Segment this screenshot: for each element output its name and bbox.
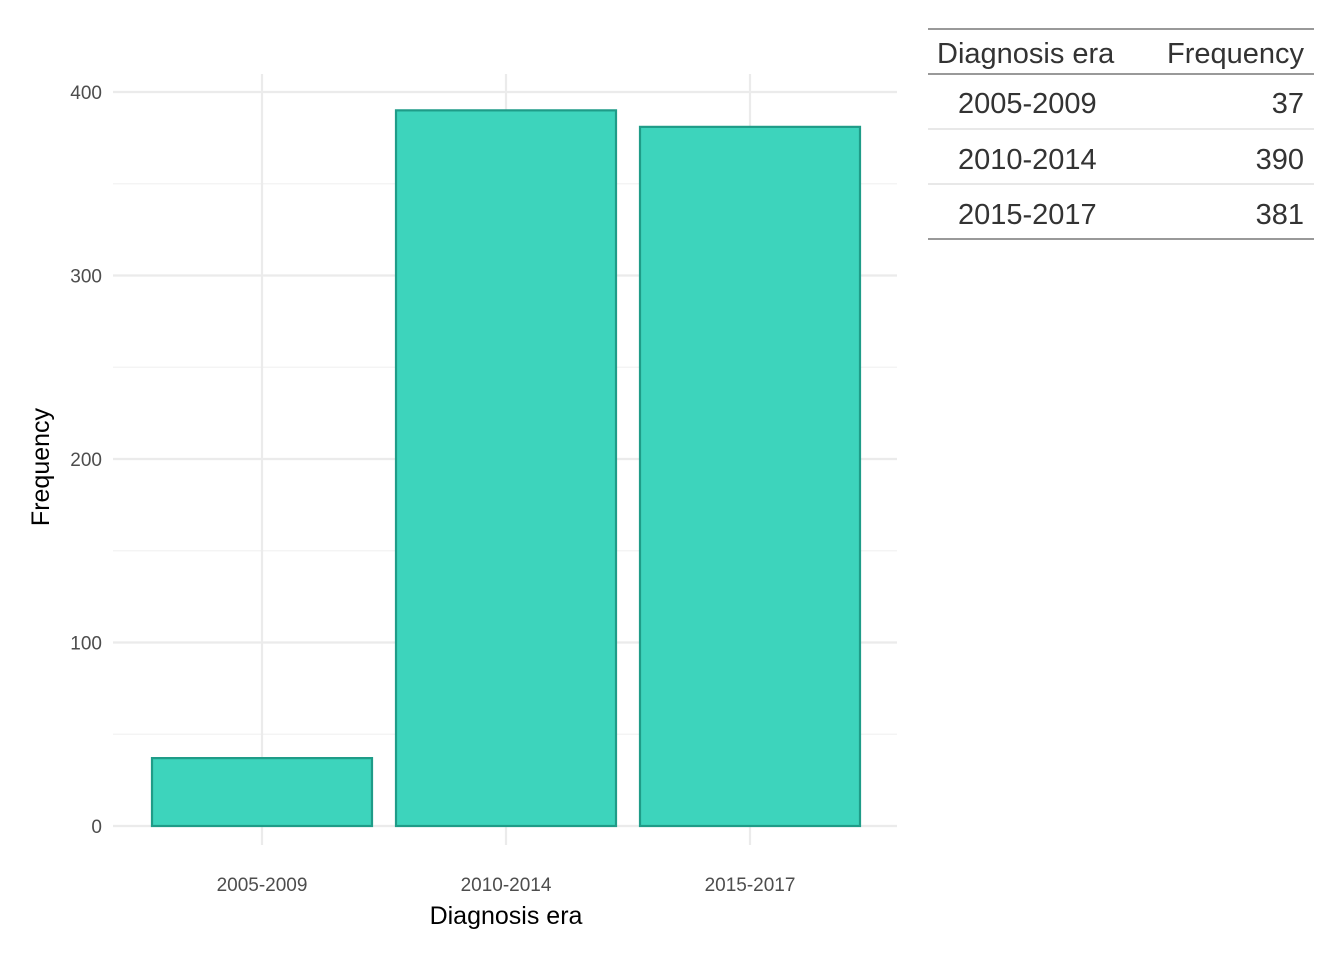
x-tick-label-2005-2009: 2005-2009 xyxy=(217,875,308,896)
table-cell-frequency-2: 381 xyxy=(1256,199,1304,231)
table-cell-era-0: 2005-2009 xyxy=(958,88,1097,120)
x-axis-title: Diagnosis era xyxy=(430,902,583,930)
table-cell-era-1: 2010-2014 xyxy=(958,144,1097,176)
x-axis-ticks: 2005-2009 2010-2014 2015-2017 xyxy=(217,875,796,896)
table-cell-frequency-0: 37 xyxy=(1272,88,1304,120)
y-tick-label-300: 300 xyxy=(70,267,102,288)
bar-2010-2014 xyxy=(394,109,618,828)
y-tick-label-0: 0 xyxy=(91,817,102,838)
table-header-era: Diagnosis era xyxy=(937,38,1115,70)
y-tick-label-400: 400 xyxy=(70,83,102,104)
frequency-table: Diagnosis era Frequency 2005-2009 37 2010-20… xyxy=(928,28,1314,240)
table-header-frequency: Frequency xyxy=(1167,38,1305,70)
y-tick-label-200: 200 xyxy=(70,450,102,471)
x-tick-label-2010-2014: 2010-2014 xyxy=(461,875,552,896)
x-tick-label-2015-2017: 2015-2017 xyxy=(705,875,796,896)
y-axis-title: Frequency xyxy=(27,407,55,526)
table-cell-frequency-1: 390 xyxy=(1256,144,1304,176)
bar-2005-2009 xyxy=(150,757,374,828)
bar-2015-2017 xyxy=(638,125,862,828)
table-cell-era-2: 2015-2017 xyxy=(958,199,1097,231)
bars xyxy=(150,109,862,828)
y-axis-ticks: 0 100 200 300 400 xyxy=(70,83,102,838)
y-tick-label-100: 100 xyxy=(70,634,102,655)
